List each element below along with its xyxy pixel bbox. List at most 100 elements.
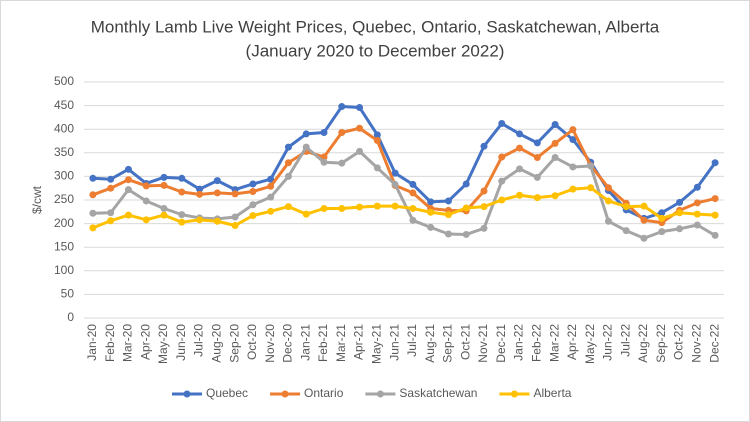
- point: [462, 204, 470, 212]
- y-tick-label: 500: [54, 74, 74, 88]
- point: [160, 211, 168, 219]
- point: [142, 197, 150, 205]
- x-tick-label: Apr-21: [352, 324, 366, 360]
- point: [551, 120, 559, 128]
- y-tick-label: 200: [54, 216, 74, 230]
- x-tick-label: May-22: [583, 324, 597, 364]
- point: [676, 225, 684, 233]
- point: [302, 210, 310, 218]
- x-tick-label: Dec-22: [707, 324, 721, 363]
- point: [89, 224, 97, 232]
- x-tick-label: Jan-20: [85, 324, 99, 361]
- point: [693, 221, 701, 229]
- legend-marker: [281, 390, 289, 398]
- point: [427, 208, 435, 216]
- point: [231, 190, 239, 198]
- point: [516, 191, 524, 199]
- point: [320, 204, 328, 212]
- point: [284, 203, 292, 211]
- point: [89, 174, 97, 182]
- x-tick-label: Jun-20: [174, 324, 188, 361]
- point: [142, 216, 150, 224]
- x-tick-label: Feb-22: [530, 324, 544, 362]
- x-tick-label: Jul-21: [405, 324, 419, 357]
- legend-label: Saskatchewan: [399, 386, 477, 400]
- point: [267, 182, 275, 190]
- point: [160, 173, 168, 181]
- point: [249, 201, 257, 209]
- point: [302, 130, 310, 138]
- point: [231, 213, 239, 221]
- legend-label: Quebec: [206, 386, 248, 400]
- point: [658, 214, 666, 222]
- point: [302, 143, 310, 151]
- x-tick-label: Jul-20: [192, 324, 206, 357]
- point: [711, 159, 719, 167]
- legend-label: Ontario: [304, 386, 344, 400]
- point: [480, 203, 488, 211]
- point: [516, 165, 524, 173]
- point: [498, 196, 506, 204]
- x-tick-label: Aug-22: [636, 324, 650, 363]
- point: [604, 217, 612, 225]
- point: [178, 188, 186, 196]
- point: [356, 203, 364, 211]
- x-tick-label: Jan-22: [512, 324, 526, 361]
- point: [107, 184, 115, 192]
- x-tick-label: Aug-20: [210, 324, 224, 363]
- x-tick-label: Apr-20: [138, 324, 152, 360]
- point: [196, 185, 204, 193]
- point: [124, 211, 132, 219]
- point: [267, 193, 275, 201]
- point: [693, 199, 701, 207]
- point: [89, 191, 97, 199]
- point: [213, 217, 221, 225]
- y-tick-label: 350: [54, 145, 74, 159]
- point: [178, 174, 186, 182]
- point: [284, 143, 292, 151]
- y-tick-label: 250: [54, 192, 74, 206]
- point: [551, 192, 559, 200]
- x-tick-label: Nov-22: [690, 324, 704, 363]
- point: [284, 172, 292, 180]
- x-tick-label: Sep-22: [654, 324, 668, 363]
- x-tick-label: Aug-21: [423, 324, 437, 363]
- point: [107, 175, 115, 183]
- point: [587, 184, 595, 192]
- x-tick-label: Oct-21: [458, 324, 472, 360]
- point: [498, 153, 506, 161]
- chart-subtitle: (January 2020 to December 2022): [246, 41, 505, 60]
- point: [267, 175, 275, 183]
- point: [356, 147, 364, 155]
- point: [622, 203, 630, 211]
- point: [160, 181, 168, 189]
- x-tick-label: Apr-22: [565, 324, 579, 360]
- point: [551, 139, 559, 147]
- point: [391, 169, 399, 177]
- point: [640, 202, 648, 210]
- point: [533, 139, 541, 147]
- point: [711, 195, 719, 203]
- point: [373, 202, 381, 210]
- point: [658, 228, 666, 236]
- x-tick-label: Oct-22: [672, 324, 686, 360]
- point: [338, 204, 346, 212]
- point: [373, 164, 381, 172]
- point: [480, 187, 488, 195]
- point: [516, 144, 524, 152]
- point: [178, 211, 186, 219]
- point: [444, 211, 452, 219]
- point: [338, 129, 346, 137]
- x-tick-label: Feb-21: [316, 324, 330, 362]
- point: [249, 212, 257, 220]
- point: [338, 159, 346, 167]
- point: [604, 197, 612, 205]
- point: [284, 159, 292, 167]
- point: [569, 136, 577, 144]
- x-tick-label: Jul-22: [618, 324, 632, 357]
- legend-label: Alberta: [533, 386, 571, 400]
- point: [569, 163, 577, 171]
- point: [462, 230, 470, 238]
- y-axis-label: $/cwt: [30, 185, 44, 214]
